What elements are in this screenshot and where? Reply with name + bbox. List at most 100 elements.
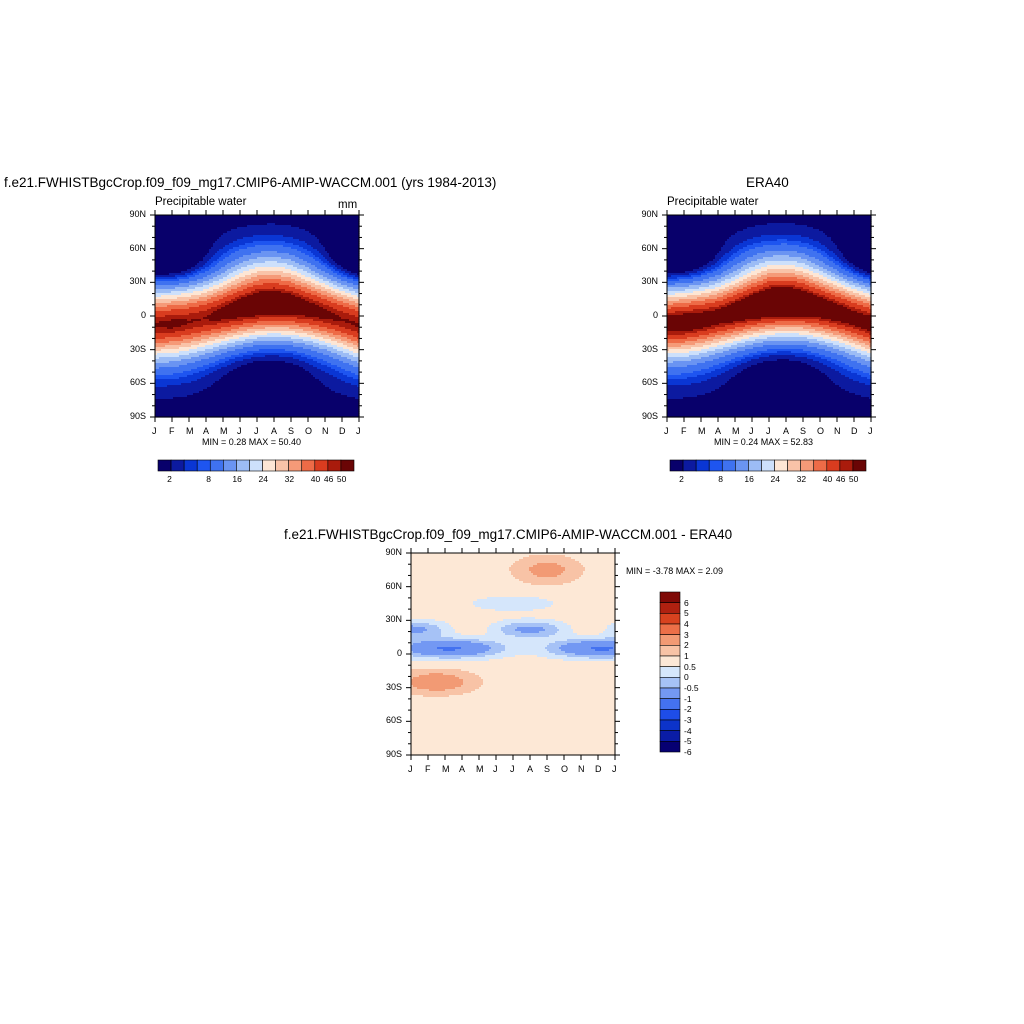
panel1-field-cell (155, 361, 170, 364)
panel1-field-cell (213, 293, 224, 296)
panel1-field-cell (337, 377, 354, 380)
panel2-field-cell (827, 253, 836, 256)
panel2-field-cell (789, 255, 810, 258)
panel2-field-cell (805, 321, 830, 324)
panel1-field-cell (335, 337, 348, 340)
panel1-field-cell (219, 279, 228, 282)
panel1-field-cell (335, 369, 346, 372)
panel1-field-cell (253, 293, 292, 296)
panel3-field-cell (523, 581, 572, 584)
panel3-field-cell (533, 609, 616, 612)
panel2-field-cell (737, 251, 746, 254)
panel2-field-cell (723, 265, 734, 268)
panel1-field-cell (313, 375, 334, 378)
panel2-x-tick-label: A (715, 426, 722, 436)
panel1-field-cell (307, 357, 318, 360)
panel1-field-cell (197, 283, 210, 286)
panel1-field-cell (309, 231, 360, 234)
panel1-field-cell (345, 381, 360, 384)
panel1-field-cell (211, 385, 326, 388)
panel2-field-cell (717, 297, 728, 300)
panel1-field-cell (155, 253, 208, 256)
panel2-field-cell (853, 271, 860, 274)
panel2-field-cell (829, 265, 840, 268)
panel1-field-cell (155, 331, 176, 334)
panel1-field-cell (199, 267, 206, 270)
panel2-field-cell (667, 301, 692, 304)
panel1-colorbar-label: 2 (167, 474, 172, 484)
panel1-field-cell (305, 361, 318, 364)
panel2-field-cell (831, 339, 844, 342)
panel1-field-cell (215, 339, 230, 342)
panel3-field-cell (411, 555, 530, 558)
panel3-field-cell (519, 559, 576, 562)
panel1-field-cell (349, 289, 360, 292)
panel3-field-cell (429, 623, 450, 626)
panel3-field-cell (503, 657, 548, 660)
panel1-colorbar-label: 46 (323, 474, 334, 484)
panel1-field-cell (231, 281, 242, 284)
panel2-field-cell (841, 251, 872, 254)
panel2-field-cell (667, 253, 718, 256)
panel2-field-cell (711, 269, 718, 272)
panel3-x-tick-label: M (476, 764, 484, 774)
panel2-field-cell (723, 245, 736, 248)
panel1-field-cell (155, 263, 198, 266)
panel1-field-cell (155, 315, 166, 318)
panel1-field-cell (327, 267, 334, 270)
panel1-field-cell (155, 319, 172, 322)
panel2-field-cell (845, 281, 854, 284)
panel2-field-cell (839, 365, 850, 368)
panel3-field-cell (411, 617, 522, 620)
panel3-field-cell (579, 577, 616, 580)
panel3-field-cell (511, 623, 550, 626)
panel3-field-cell (411, 733, 616, 736)
panel1-field-cell (229, 273, 240, 276)
panel1-field-cell (219, 379, 320, 382)
panel1-field-cell (349, 299, 360, 302)
panel2-field-cell (709, 285, 722, 288)
panel2-field-cell (667, 295, 688, 298)
panel2-field-cell (667, 251, 720, 254)
panel2-field-cell (759, 263, 806, 266)
panel1-field-cell (227, 283, 238, 286)
panel2-field-cell (803, 349, 826, 352)
panel2-field-cell (733, 331, 748, 334)
panel3-colorbar-box (659, 623, 681, 635)
panel1-field-cell (179, 355, 200, 358)
panel2-field-cell (843, 261, 850, 264)
panel1-field-cell (293, 357, 308, 360)
panel2-field-cell (795, 265, 810, 268)
panel1-field-cell (317, 237, 360, 240)
panel1-field-cell (227, 287, 238, 290)
panel1-field-cell (201, 339, 216, 342)
panel1-field-cell (357, 345, 360, 348)
panel2-field-cell (711, 265, 720, 268)
panel2-field-cell (845, 333, 858, 336)
panel2-field-cell (835, 259, 842, 262)
panel3-field-cell (571, 581, 616, 584)
panel2-y-tick-label: 0 (652, 310, 658, 320)
panel1-field-cell (155, 289, 188, 292)
panel1-field-cell (357, 273, 360, 276)
panel2-field-cell (841, 283, 850, 286)
panel2-field-cell (717, 261, 724, 264)
panel3-colorbar-label: -1 (684, 693, 692, 704)
panel1-field-cell (221, 273, 230, 276)
panel1-field-cell (307, 287, 316, 290)
panel2-field-cell (729, 363, 742, 366)
panel3-field-cell (489, 649, 506, 652)
panel1-field-cell (307, 243, 322, 246)
panel1-field-cell (285, 289, 302, 292)
panel2-field-cell (717, 293, 728, 296)
panel1-field-cell (233, 247, 248, 250)
panel2-field-cell (733, 287, 744, 290)
panel1-field-cell (189, 307, 212, 310)
panel2-field-cell (781, 243, 788, 246)
panel1-field-cell (155, 415, 360, 418)
panel1-field-cell (351, 293, 360, 296)
panel1-field-cell (335, 313, 350, 316)
panel1-field-cell (335, 291, 346, 294)
panel1-field-cell (299, 359, 314, 362)
panel2-field-cell (819, 293, 832, 296)
